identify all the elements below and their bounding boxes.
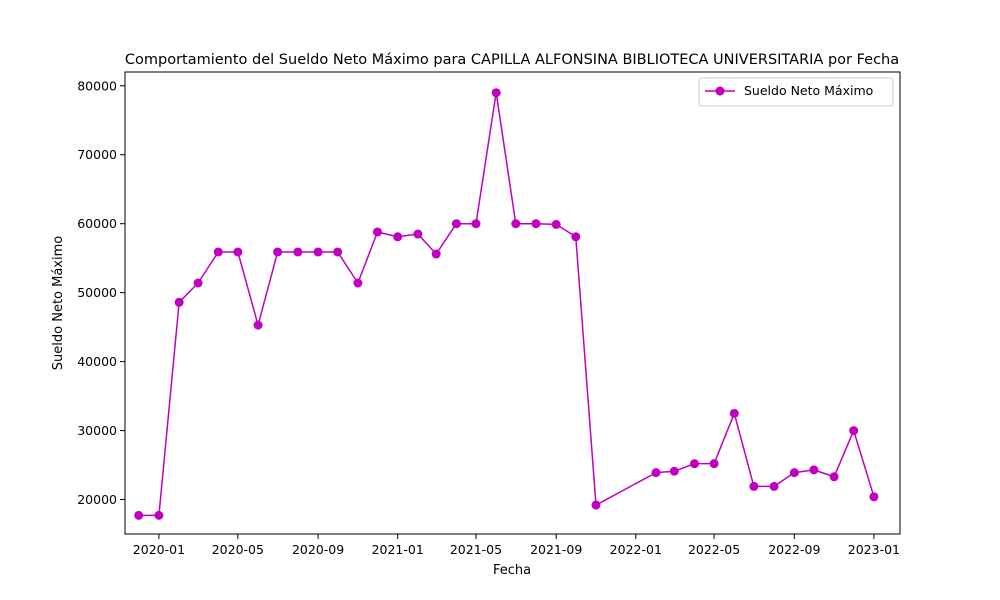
y-tick-label: 50000 bbox=[77, 285, 117, 300]
y-tick-label: 40000 bbox=[77, 354, 117, 369]
data-point bbox=[273, 247, 283, 257]
data-point bbox=[690, 459, 700, 469]
data-point bbox=[333, 247, 343, 257]
x-tick-label: 2020-01 bbox=[133, 542, 185, 557]
x-tick-label: 2021-05 bbox=[450, 542, 502, 557]
series-group bbox=[134, 88, 879, 520]
data-point bbox=[193, 278, 203, 288]
data-point bbox=[233, 247, 243, 257]
legend-box bbox=[698, 77, 894, 107]
plot-area bbox=[124, 71, 901, 535]
legend: Sueldo Neto Máximo bbox=[698, 77, 894, 107]
data-point bbox=[313, 247, 323, 257]
plot-frame bbox=[124, 71, 901, 535]
data-point bbox=[253, 320, 263, 330]
data-point bbox=[789, 468, 799, 478]
data-point bbox=[729, 408, 739, 418]
data-point bbox=[471, 219, 481, 229]
data-point bbox=[551, 219, 561, 229]
data-point bbox=[174, 297, 184, 307]
data-point bbox=[769, 481, 779, 491]
data-point bbox=[709, 459, 719, 469]
x-axis: 2020-01 2020-05 2020-09 2021-01 2021-05 2021-… bbox=[133, 534, 900, 557]
data-point bbox=[829, 472, 839, 482]
data-point bbox=[511, 219, 521, 229]
data-point bbox=[213, 247, 223, 257]
data-point bbox=[749, 481, 759, 491]
x-tick-label: 2022-09 bbox=[768, 542, 820, 557]
data-point bbox=[431, 249, 441, 259]
data-point bbox=[849, 426, 859, 436]
data-point bbox=[669, 466, 679, 476]
data-point bbox=[353, 278, 363, 288]
x-axis-label: Fecha bbox=[493, 563, 531, 578]
data-point bbox=[413, 229, 423, 239]
y-tick-label: 60000 bbox=[77, 216, 117, 231]
y-axis-label: Sueldo Neto Máximo bbox=[51, 236, 66, 370]
x-tick-label: 2020-09 bbox=[292, 542, 344, 557]
x-tick-label: 2022-05 bbox=[688, 542, 740, 557]
data-point bbox=[134, 510, 144, 520]
y-tick-label: 80000 bbox=[77, 78, 117, 93]
y-tick-label: 70000 bbox=[77, 147, 117, 162]
data-point bbox=[809, 465, 819, 475]
y-axis: 20000 30000 40000 50000 60000 70000 80000 bbox=[77, 78, 125, 507]
data-point bbox=[293, 247, 303, 257]
data-point bbox=[393, 232, 403, 242]
data-point bbox=[491, 88, 501, 98]
y-tick-label: 20000 bbox=[77, 492, 117, 507]
data-point bbox=[651, 468, 661, 478]
legend-label: Sueldo Neto Máximo bbox=[744, 83, 873, 98]
legend-marker bbox=[715, 86, 725, 96]
data-point bbox=[154, 510, 164, 520]
data-point bbox=[451, 219, 461, 229]
data-point bbox=[531, 219, 541, 229]
x-tick-label: 2021-09 bbox=[530, 542, 582, 557]
data-point bbox=[571, 232, 581, 242]
x-tick-label: 2020-05 bbox=[212, 542, 264, 557]
x-tick-label: 2022-01 bbox=[610, 542, 662, 557]
x-tick-label: 2021-01 bbox=[372, 542, 424, 557]
data-point bbox=[869, 492, 879, 502]
data-point bbox=[372, 227, 382, 237]
y-tick-label: 30000 bbox=[77, 423, 117, 438]
x-tick-label: 2023-01 bbox=[848, 542, 900, 557]
chart-title: Comportamiento del Sueldo Neto Máximo pa… bbox=[125, 52, 899, 68]
data-point bbox=[591, 500, 601, 510]
